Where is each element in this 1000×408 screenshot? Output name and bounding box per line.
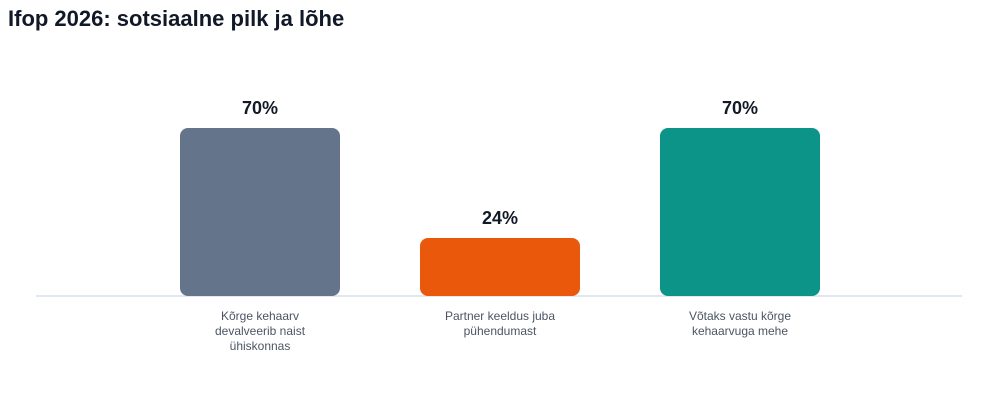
baseline (36, 295, 962, 297)
bar (180, 128, 340, 296)
value-label: 70% (721, 98, 759, 118)
bar (420, 238, 580, 296)
x-tick-label: Kõrge kehaarv devalveerib naist ühiskonn… (214, 309, 306, 353)
x-tick-label: Võtaks vastu kõrge kehaarvuga mehe (688, 309, 792, 338)
chart-title: Ifop 2026: sotsiaalne pilk ja lõhe (8, 6, 345, 31)
value-label: 24% (481, 208, 519, 229)
bar (660, 128, 820, 296)
value-label: 70% (241, 98, 279, 118)
x-tick-label: Partner keeldus juba pühendumast (444, 309, 556, 338)
